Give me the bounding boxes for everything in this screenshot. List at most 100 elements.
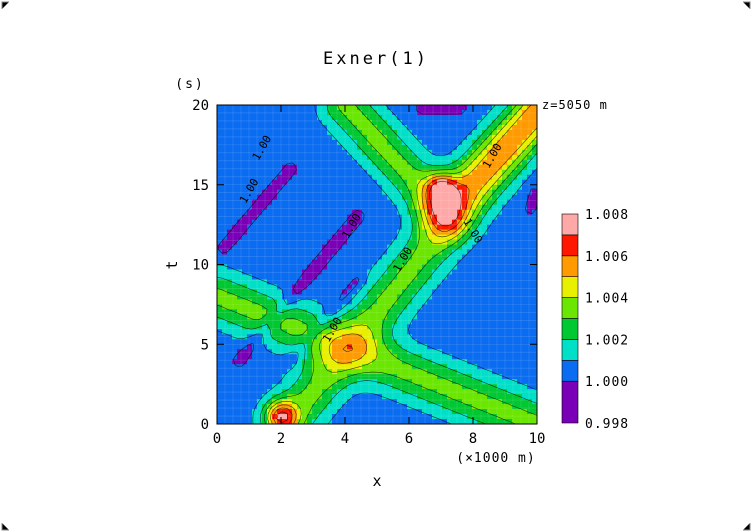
field-cell (262, 199, 268, 206)
field-cell (262, 249, 268, 255)
field-cell (272, 129, 278, 136)
field-cell (507, 369, 513, 375)
field-cell (347, 189, 353, 196)
field-cell (412, 394, 418, 400)
field-cell (337, 399, 343, 405)
field-cell (247, 289, 253, 295)
field-cell (442, 219, 448, 226)
field-cell (517, 224, 523, 231)
field-cell (392, 349, 398, 355)
field-cell (392, 105, 398, 111)
field-cell (282, 399, 288, 405)
field-cell (502, 209, 508, 216)
field-cell (437, 409, 443, 415)
field-cell (327, 224, 333, 231)
field-cell (352, 189, 358, 196)
field-cell (252, 369, 258, 375)
field-cell (252, 319, 258, 325)
field-cell (392, 329, 398, 335)
field-cell (342, 299, 348, 305)
field-cell (422, 344, 428, 350)
field-cell (527, 139, 533, 146)
field-cell (342, 339, 348, 345)
field-cell (367, 309, 373, 315)
field-cell (362, 274, 368, 280)
field-cell (417, 254, 423, 260)
field-cell (512, 109, 518, 116)
field-cell (517, 324, 523, 330)
field-cell (387, 209, 393, 216)
field-cell (417, 359, 423, 365)
field-cell (402, 109, 408, 116)
field-cell (497, 354, 503, 360)
field-cell (302, 364, 308, 370)
field-cell (252, 404, 258, 410)
field-cell (227, 169, 233, 176)
field-cell (292, 179, 298, 186)
field-cell (502, 254, 508, 260)
field-cell (407, 414, 413, 420)
field-cell (527, 359, 533, 365)
colorbar-bin (561, 234, 579, 257)
field-cell (427, 169, 433, 176)
field-cell (287, 319, 293, 325)
field-cell (392, 364, 398, 370)
field-cell (222, 299, 228, 305)
field-cell (442, 149, 448, 156)
field-cell (457, 249, 463, 255)
field-cell (237, 144, 243, 151)
field-cell (247, 239, 253, 245)
field-cell (387, 339, 393, 345)
field-cell (432, 309, 438, 315)
field-cell (342, 149, 348, 156)
field-cell (402, 309, 408, 315)
field-cell (232, 409, 238, 415)
field-cell (312, 309, 318, 315)
field-cell (492, 164, 498, 171)
field-cell (367, 329, 373, 335)
field-cell (282, 299, 288, 305)
field-cell (327, 105, 333, 111)
field-cell (487, 254, 493, 260)
field-cell (527, 389, 533, 395)
field-cell (477, 214, 483, 221)
field-cell (267, 349, 273, 355)
field-cell (312, 324, 318, 330)
field-cell (222, 119, 228, 126)
field-cell (307, 344, 313, 350)
field-cell (372, 109, 378, 116)
field-cell (497, 169, 503, 176)
field-cell (522, 409, 528, 415)
field-cell (507, 234, 513, 240)
field-cell (337, 269, 343, 275)
field-cell (457, 199, 463, 206)
field-cell (352, 369, 358, 375)
field-cell (497, 144, 503, 151)
field-cell (347, 279, 353, 285)
field-cell (467, 209, 473, 216)
field-cell (257, 299, 263, 305)
field-cell (247, 264, 253, 270)
field-cell (322, 244, 328, 250)
field-cell (457, 184, 463, 191)
field-cell (502, 399, 508, 405)
field-cell (382, 369, 388, 375)
field-cell (492, 399, 498, 405)
field-cell (267, 254, 273, 260)
field-cell (247, 184, 253, 191)
field-cell (437, 354, 443, 360)
field-cell (392, 249, 398, 255)
field-cell (372, 264, 378, 270)
field-cell (327, 289, 333, 295)
field-cell (387, 344, 393, 350)
field-cell (292, 324, 298, 330)
field-cell (262, 144, 268, 151)
field-cell (282, 269, 288, 275)
field-cell (292, 219, 298, 226)
field-cell (342, 384, 348, 390)
field-cell (382, 394, 388, 400)
field-cell (357, 134, 363, 141)
field-cell (272, 409, 278, 415)
field-cell (407, 164, 413, 171)
field-cell (242, 304, 248, 310)
